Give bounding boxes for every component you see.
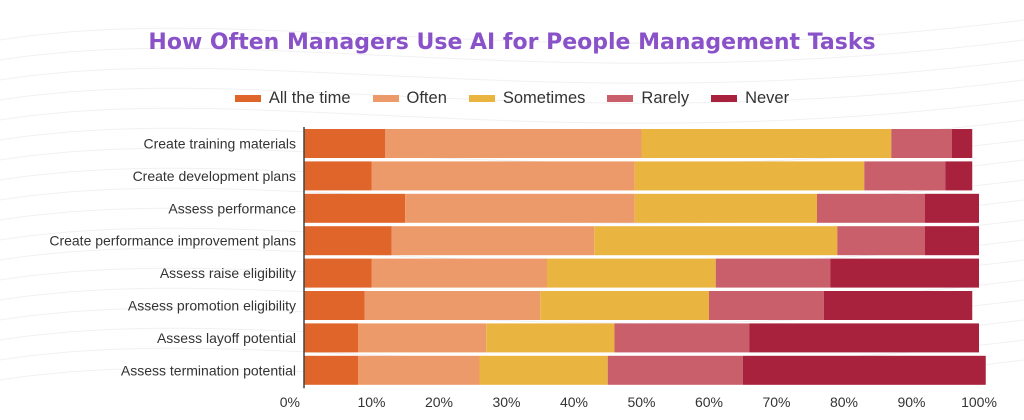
category-label: Assess performance xyxy=(168,200,296,216)
legend-item: Often xyxy=(372,89,447,108)
bar-segment xyxy=(817,193,925,223)
bar-segment xyxy=(486,323,615,353)
legend-item: All the time xyxy=(234,89,351,108)
bar-segment xyxy=(830,258,979,288)
x-tick-label: 20% xyxy=(425,394,453,410)
x-tick-label: 30% xyxy=(492,394,520,410)
legend-label: Sometimes xyxy=(502,89,586,107)
bar-segment xyxy=(607,355,743,385)
x-tick-label: 90% xyxy=(897,394,925,410)
category-label: Assess promotion eligibility xyxy=(128,298,296,314)
legend-swatch xyxy=(372,95,399,102)
chart-legend: All the time Often Sometimes Rarely Never xyxy=(0,89,1024,108)
bar-segment xyxy=(614,323,750,353)
bar-segment xyxy=(304,161,372,191)
legend-item: Sometimes xyxy=(468,89,586,108)
background-line xyxy=(0,239,1024,264)
bar-segment xyxy=(304,291,365,320)
bar-segment xyxy=(540,291,709,320)
category-label: Assess layoff potential xyxy=(157,330,296,346)
bar-segment xyxy=(371,161,635,191)
bar-segment xyxy=(304,323,358,353)
bar-segment xyxy=(371,258,547,288)
bar-segment xyxy=(891,129,952,158)
bar-segment xyxy=(358,355,480,385)
bar-segment xyxy=(634,161,865,191)
bar-segment xyxy=(925,226,979,256)
category-label: Assess termination potential xyxy=(121,362,296,378)
x-tick-label: 100% xyxy=(961,394,997,410)
bar-segment xyxy=(479,355,608,385)
bar-segment xyxy=(385,129,642,158)
bar-segment xyxy=(358,323,487,353)
legend-item: Rarely xyxy=(607,89,689,108)
legend-item: Never xyxy=(711,89,789,108)
bar-segment xyxy=(304,129,385,158)
bar-segment xyxy=(304,258,372,288)
legend-swatch xyxy=(607,95,634,102)
x-tick-label: 80% xyxy=(830,394,858,410)
chart-title: How Often Managers Use AI for People Man… xyxy=(148,30,876,55)
bar-segment xyxy=(634,193,817,223)
legend-label: Often xyxy=(406,89,447,107)
category-label: Create development plans xyxy=(133,168,296,184)
bar-segment xyxy=(952,129,973,158)
bar-segment xyxy=(547,258,716,288)
x-tick-label: 50% xyxy=(627,394,655,410)
category-label: Assess raise eligibility xyxy=(160,265,296,281)
legend-swatch xyxy=(468,95,495,102)
bar-segment xyxy=(304,355,358,385)
x-tick-label: 70% xyxy=(762,394,790,410)
category-label: Create performance improvement plans xyxy=(49,233,296,249)
bar-segment xyxy=(864,161,946,191)
bar-segment xyxy=(945,161,973,191)
bar-segment xyxy=(364,291,541,320)
bar-segment xyxy=(304,226,392,256)
background-line xyxy=(0,19,1024,44)
bar-segment xyxy=(749,323,979,353)
x-tick-label: 60% xyxy=(695,394,723,410)
background-line xyxy=(0,79,1024,104)
background-line xyxy=(0,99,1024,124)
bar-segment xyxy=(304,193,406,223)
bar-segment xyxy=(594,226,838,256)
x-tick-label: 10% xyxy=(357,394,385,410)
legend-swatch xyxy=(711,95,738,102)
x-tick-label: 40% xyxy=(560,394,588,410)
background-line xyxy=(0,39,1024,64)
legend-label: Rarely xyxy=(641,89,690,107)
legend-label: Never xyxy=(745,89,790,107)
bar-segment xyxy=(742,355,986,385)
bar-segment xyxy=(405,193,635,223)
bar-segment xyxy=(391,226,595,256)
x-tick-label: 0% xyxy=(280,394,300,410)
bar-segment xyxy=(641,129,892,158)
bar-segment xyxy=(837,226,925,256)
legend-swatch xyxy=(234,95,261,102)
bar-segment xyxy=(715,258,831,288)
bar-segment xyxy=(709,291,824,320)
category-label: Create training materials xyxy=(143,136,296,152)
legend-label: All the time xyxy=(268,89,351,107)
bar-segment xyxy=(925,193,979,223)
background-line xyxy=(0,59,1024,84)
bar-segment xyxy=(823,291,973,320)
